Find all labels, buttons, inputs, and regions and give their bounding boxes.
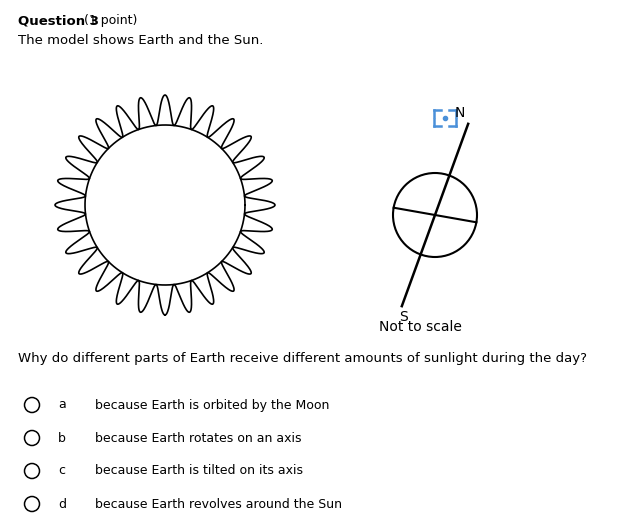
Text: because Earth revolves around the Sun: because Earth revolves around the Sun	[95, 497, 342, 510]
Text: Question 3: Question 3	[18, 14, 99, 27]
Text: b: b	[58, 432, 66, 444]
Text: N: N	[455, 106, 466, 120]
Text: a: a	[58, 399, 66, 411]
Text: The model shows Earth and the Sun.: The model shows Earth and the Sun.	[18, 34, 264, 47]
Text: because Earth rotates on an axis: because Earth rotates on an axis	[95, 432, 301, 444]
Text: d: d	[58, 497, 66, 510]
Text: c: c	[58, 465, 65, 477]
Text: Not to scale: Not to scale	[379, 320, 461, 334]
Text: because Earth is orbited by the Moon: because Earth is orbited by the Moon	[95, 399, 329, 411]
Text: S: S	[399, 310, 408, 324]
Text: Why do different parts of Earth receive different amounts of sunlight during the: Why do different parts of Earth receive …	[18, 352, 587, 365]
Text: because Earth is tilted on its axis: because Earth is tilted on its axis	[95, 465, 303, 477]
Text: (1 point): (1 point)	[80, 14, 138, 27]
